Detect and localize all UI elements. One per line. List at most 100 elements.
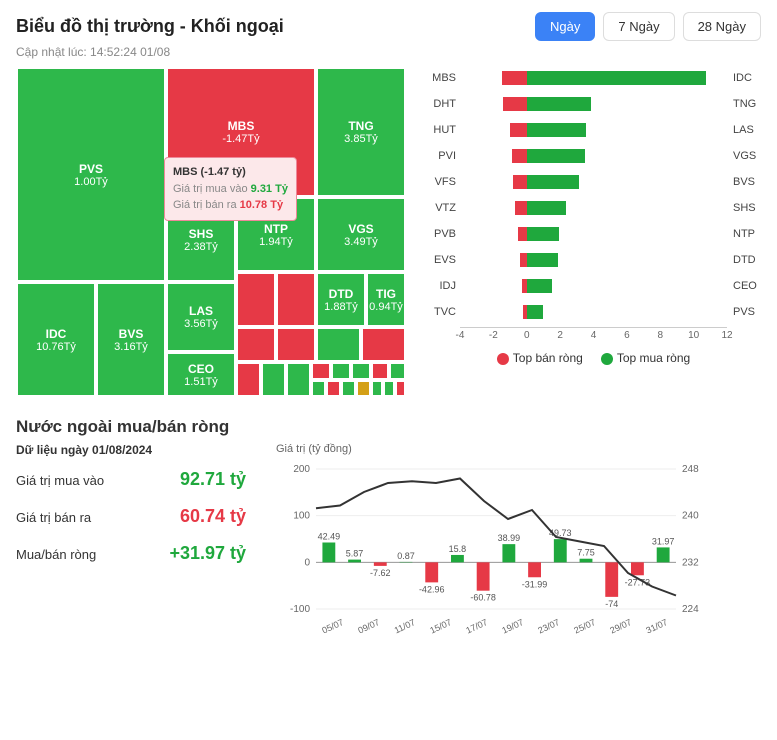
bar-pos[interactable] [527, 253, 558, 267]
treemap-small-12[interactable] [371, 362, 389, 380]
bar-pos[interactable] [527, 175, 580, 189]
svg-text:-60.78: -60.78 [470, 593, 496, 603]
treemap-cell-PVS[interactable]: PVS1.00Tỷ [16, 67, 166, 282]
svg-text:11/07: 11/07 [393, 617, 417, 635]
svg-text:248: 248 [682, 464, 699, 475]
treemap-small-16[interactable] [341, 380, 356, 397]
combo-bar[interactable] [605, 562, 618, 597]
bar-legend: Top bán ròngTop mua ròng [426, 351, 761, 365]
bar-neg[interactable] [502, 71, 527, 85]
bar-left-label: VFS [426, 176, 460, 188]
treemap-cell-CEO[interactable]: CEO1.51Tỷ [166, 352, 236, 397]
treemap-small-14[interactable] [311, 380, 326, 397]
bar-left-label: MBS [426, 72, 460, 84]
tab-1[interactable]: 7 Ngày [603, 12, 674, 41]
combo-bar[interactable] [657, 547, 670, 562]
section2-title: Nước ngoài mua/bán ròng [16, 417, 761, 437]
bar-right-label: IDC [727, 72, 761, 84]
bar-pos[interactable] [527, 123, 586, 137]
bar-right-label: BVS [727, 176, 761, 188]
bar-pos[interactable] [527, 71, 707, 85]
treemap-small-4[interactable] [316, 327, 361, 362]
treemap-small-18[interactable] [371, 380, 383, 397]
update-time: Cập nhật lúc: 14:52:24 01/08 [16, 45, 761, 59]
combo-bar[interactable] [477, 562, 490, 590]
bar-pos[interactable] [527, 227, 559, 241]
tab-2[interactable]: 28 Ngày [683, 12, 761, 41]
treemap-small-2[interactable] [236, 327, 276, 362]
treemap-small-19[interactable] [383, 380, 395, 397]
period-tabs: Ngày 7 Ngày 28 Ngày [535, 12, 761, 41]
treemap-small-5[interactable] [361, 327, 406, 362]
svg-text:29/07: 29/07 [608, 617, 633, 636]
treemap-small-13[interactable] [389, 362, 406, 380]
treemap-small-7[interactable] [261, 362, 286, 397]
bar-neg[interactable] [518, 227, 526, 241]
bar-row-9: TVC PVS [426, 301, 761, 323]
bar-pos[interactable] [527, 305, 544, 319]
bar-neg[interactable] [510, 123, 527, 137]
svg-text:31.97: 31.97 [652, 536, 675, 546]
tab-0[interactable]: Ngày [535, 12, 595, 41]
treemap-cell-TNG[interactable]: TNG3.85Tỷ [316, 67, 406, 197]
bar-pos[interactable] [527, 201, 567, 215]
combo-bar[interactable] [322, 543, 335, 563]
combo-bar[interactable] [554, 539, 567, 562]
treemap-cell-VGS[interactable]: VGS3.49Tỷ [316, 197, 406, 272]
treemap-small-8[interactable] [286, 362, 311, 397]
bar-row-0: MBS IDC [426, 67, 761, 89]
summary-line-1: Giá trị bán ra60.74 tỷ [16, 506, 246, 527]
treemap-small-1[interactable] [276, 272, 316, 327]
bar-left-label: VTZ [426, 202, 460, 214]
combo-bar[interactable] [451, 555, 464, 562]
bar-row-1: DHTTNG [426, 93, 761, 115]
treemap-small-11[interactable] [351, 362, 371, 380]
bar-left-label: HUT [426, 124, 460, 136]
combo-title: Giá trị (tỷ đồng) [276, 443, 761, 455]
treemap-small-6[interactable] [236, 362, 261, 397]
bar-neg[interactable] [513, 175, 526, 189]
bar-right-label: PVS [727, 306, 761, 318]
svg-text:200: 200 [293, 464, 310, 475]
svg-text:42.49: 42.49 [318, 532, 341, 542]
combo-bar[interactable] [502, 544, 515, 562]
combo-bar[interactable] [348, 560, 361, 563]
combo-bar[interactable] [528, 562, 541, 577]
combo-bar[interactable] [580, 559, 593, 563]
bar-neg[interactable] [520, 253, 527, 267]
bar-row-6: PVBNTP [426, 223, 761, 245]
treemap-cell-LAS[interactable]: LAS3.56Tỷ [166, 282, 236, 352]
treemap-small-0[interactable] [236, 272, 276, 327]
bar-neg[interactable] [503, 97, 526, 111]
bar-left-label: EVS [426, 254, 460, 266]
bar-pos[interactable] [527, 279, 552, 293]
svg-text:23/07: 23/07 [536, 617, 561, 636]
treemap-cell-TIG[interactable]: TIG0.94Tỷ [366, 272, 406, 327]
svg-text:-42.96: -42.96 [419, 584, 445, 594]
bar-left-label: IDJ [426, 280, 460, 292]
bar-left-label: TVC [426, 306, 460, 318]
bar-neg[interactable] [515, 201, 527, 215]
svg-text:15.8: 15.8 [449, 544, 467, 554]
treemap-cell-IDC[interactable]: IDC10.76Tỷ [16, 282, 96, 397]
combo-bar[interactable] [425, 562, 438, 582]
svg-text:5.87: 5.87 [346, 549, 364, 559]
bar-pos[interactable] [527, 97, 591, 111]
bar-neg[interactable] [512, 149, 527, 163]
treemap-small-20[interactable] [395, 380, 406, 397]
treemap-small-15[interactable] [326, 380, 341, 397]
treemap-small-10[interactable] [331, 362, 351, 380]
bar-row-4: VFS BVS [426, 171, 761, 193]
svg-text:19/07: 19/07 [500, 617, 525, 636]
bar-right-label: SHS [727, 202, 761, 214]
bar-pos[interactable] [527, 149, 585, 163]
treemap-small-9[interactable] [311, 362, 331, 380]
combo-line [316, 479, 676, 596]
bar-left-label: PVB [426, 228, 460, 240]
treemap-small-17[interactable] [356, 380, 371, 397]
combo-bar[interactable] [374, 562, 387, 566]
treemap-cell-BVS[interactable]: BVS3.16Tỷ [96, 282, 166, 397]
combo-bar[interactable] [631, 562, 644, 575]
treemap-small-3[interactable] [276, 327, 316, 362]
treemap-cell-DTD[interactable]: DTD1.88Tỷ [316, 272, 366, 327]
